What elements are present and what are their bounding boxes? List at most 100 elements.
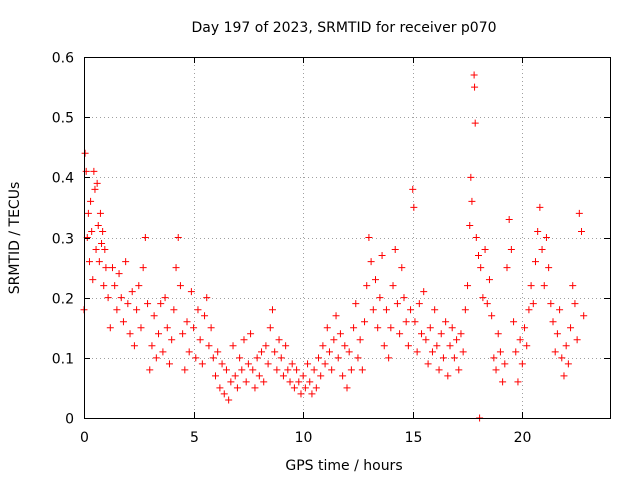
data-point [464, 282, 472, 290]
data-point [310, 366, 318, 374]
data-point [433, 342, 441, 350]
data-point [540, 282, 548, 290]
data-point [536, 203, 544, 211]
data-point [181, 366, 189, 374]
x-tick-label: 20 [514, 430, 532, 446]
data-point [400, 294, 408, 302]
data-point [558, 354, 566, 362]
y-tick-label: 0.6 [52, 51, 74, 67]
data-point [529, 300, 537, 308]
plot-frame [84, 57, 611, 419]
data-point [100, 282, 108, 290]
data-point [124, 300, 132, 308]
data-point [209, 354, 217, 362]
y-tick-label: 0.4 [52, 171, 74, 187]
data-point [453, 336, 461, 344]
data-point [150, 312, 158, 320]
x-tick-label: 10 [295, 430, 313, 446]
data-point [334, 354, 342, 362]
data-point [187, 288, 195, 296]
data-point [133, 306, 141, 314]
data-point [396, 330, 404, 338]
data-point [481, 246, 489, 254]
data-point [378, 252, 386, 260]
data-point [538, 246, 546, 254]
data-point [113, 306, 121, 314]
data-point [244, 360, 252, 368]
data-point [516, 336, 524, 344]
data-point [240, 336, 248, 344]
data-point [308, 390, 316, 398]
data-point [407, 306, 415, 314]
data-point [94, 221, 102, 229]
data-point [410, 203, 418, 211]
data-point [450, 354, 458, 362]
data-points [80, 71, 588, 422]
data-point [295, 378, 303, 386]
data-point [222, 366, 230, 374]
data-point [382, 306, 390, 314]
data-point [521, 324, 529, 332]
data-point [354, 354, 362, 362]
data-point [312, 384, 320, 392]
data-point [323, 324, 331, 332]
y-tick-label: 0.3 [52, 232, 74, 248]
data-point [339, 372, 347, 380]
data-point [163, 324, 171, 332]
data-point [488, 312, 496, 320]
data-point [437, 330, 445, 338]
data-point [499, 378, 507, 386]
data-point [271, 348, 279, 356]
data-point [505, 215, 513, 223]
data-point [503, 264, 511, 272]
data-point [198, 360, 206, 368]
data-point [415, 300, 423, 308]
data-point [119, 318, 127, 326]
x-axis-label: GPS time / hours [285, 458, 402, 474]
y-tick-label: 0 [65, 412, 74, 428]
data-point [376, 294, 384, 302]
data-point [196, 336, 204, 344]
data-point [514, 378, 522, 386]
data-point [205, 342, 213, 350]
data-point [411, 318, 419, 326]
data-point [494, 330, 502, 338]
data-point [190, 324, 198, 332]
data-point [88, 227, 96, 235]
data-point [266, 324, 274, 332]
data-point [165, 360, 173, 368]
data-point [218, 360, 226, 368]
data-point [137, 324, 145, 332]
data-point [286, 378, 294, 386]
data-point [176, 282, 184, 290]
data-point [507, 246, 515, 254]
data-point [306, 378, 314, 386]
data-point [126, 330, 134, 338]
data-point [363, 282, 371, 290]
data-point [457, 330, 465, 338]
data-point [501, 360, 509, 368]
data-point [225, 396, 233, 404]
data-point [496, 348, 504, 356]
data-point [128, 288, 136, 296]
data-point [347, 366, 355, 374]
data-point [475, 252, 482, 260]
data-point [361, 318, 369, 326]
data-point [96, 209, 104, 217]
data-point [343, 384, 351, 392]
data-point [207, 324, 215, 332]
data-point [446, 342, 454, 350]
data-point [424, 360, 432, 368]
data-point [161, 294, 169, 302]
data-point [101, 246, 109, 254]
data-point [229, 342, 237, 350]
data-point [135, 282, 143, 290]
data-point [115, 270, 123, 278]
data-point [393, 300, 401, 308]
data-point [328, 366, 336, 374]
data-point [233, 384, 241, 392]
data-point [212, 372, 219, 380]
data-point [439, 354, 447, 362]
data-point [477, 264, 485, 272]
